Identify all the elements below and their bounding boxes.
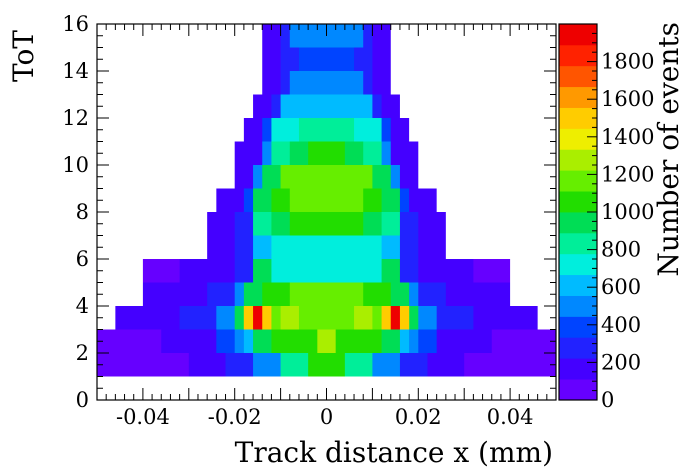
palette-swatch [559,24,597,46]
y-tick-label: 16 [62,12,89,36]
palette-ticks [587,32,597,401]
y-tick-label: 2 [76,341,89,365]
palette-swatch [559,107,597,129]
x-tick-labels: -0.04 -0.02 0 0.02 0.04 [116,405,534,429]
y-tick-label: 14 [62,59,89,83]
heatmap-cell [317,71,336,95]
heatmap-cell [289,282,364,306]
x-tick-label: 0.02 [395,405,442,429]
palette-tick-label: 1800 [601,50,654,74]
heatmap-cell [298,118,355,142]
palette-swatch [559,191,597,213]
heatmap-cell [308,94,345,118]
palette-swatch [559,274,597,296]
y-tick-label: 12 [62,106,89,130]
palette-tick-label: 1200 [601,162,654,186]
color-palette [559,24,597,401]
palette-swatch [559,337,597,359]
y-tick-labels: 0 2 4 6 8 10 12 14 16 [62,12,89,412]
heatmap-cell [271,235,382,259]
x-tick-label: 0.04 [487,405,534,429]
palette-swatch [559,358,597,380]
palette-tick-label: 0 [601,388,614,412]
palette-tick-label: 600 [601,275,641,299]
y-tick-label: 10 [62,153,89,177]
palette-swatch [559,170,597,192]
heatmap-cell [298,47,355,71]
palette-swatch [559,253,597,276]
palette-axis-title: Number of events [652,22,685,277]
palette-swatch [559,379,597,401]
heatmap-cell [308,141,345,165]
x-axis-title: Track distance x (mm) [235,436,553,469]
palette-tick-labels: 0 200 400 600 800 1000 1200 1400 1600 1800 [601,50,654,412]
palette-swatch [559,44,597,67]
palette-tick-label: 200 [601,350,641,374]
heatmap-cell [289,212,364,236]
heatmap-cell [298,259,355,283]
heatmap-cell [308,353,345,377]
palette-swatch [559,65,597,88]
y-tick-label: 0 [76,388,89,412]
palette-tick-label: 800 [601,238,641,262]
palette-swatch [559,316,597,338]
heatmap-cell [317,329,336,353]
y-axis-title: ToT [7,30,40,82]
palette-swatch [559,295,597,317]
palette-tick-label: 1600 [601,87,654,111]
palette-tick-label: 1000 [601,200,654,224]
palette-swatch [559,212,597,234]
heatmap-cell [298,306,355,330]
x-tick-label: 0 [320,405,333,429]
x-tick-label: -0.02 [208,405,262,429]
heatmap-cell [390,306,400,330]
heatmap-cells [97,24,556,377]
palette-swatch [559,86,597,108]
palette-swatch [559,128,597,150]
heatmap-cell [289,188,364,212]
heatmap-cell [298,165,355,189]
y-tick-label: 6 [76,247,89,271]
y-tick-label: 8 [76,200,89,224]
palette-tick-label: 1400 [601,125,654,149]
heatmap-cell [253,306,263,330]
y-tick-label: 4 [76,294,89,318]
palette-tick-label: 400 [601,313,641,337]
axis-ticks [96,23,557,401]
x-tick-label: -0.04 [116,405,170,429]
palette-swatch [559,232,597,255]
palette-swatch [559,149,597,171]
